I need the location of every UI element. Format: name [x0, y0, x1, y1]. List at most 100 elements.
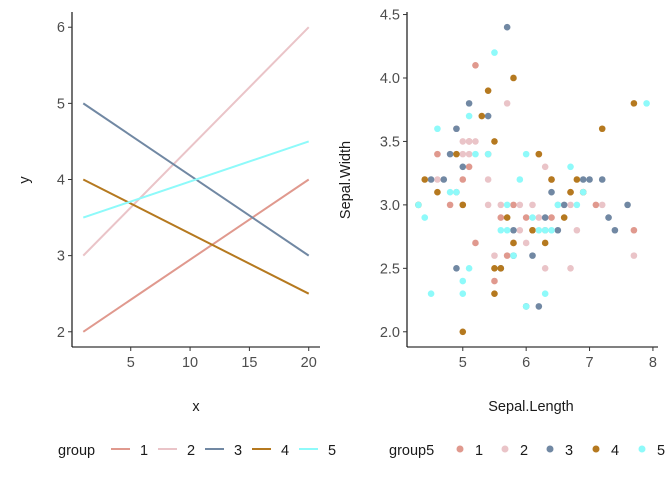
data-point-group-4 [510, 74, 517, 82]
data-point-group-4 [484, 87, 492, 94]
data-point-group-3 [560, 201, 568, 209]
data-point-group-3 [510, 226, 517, 234]
legend-label: 5 [657, 443, 665, 459]
x-tick-label: 20 [301, 355, 317, 371]
data-point-group-3 [598, 176, 606, 183]
data-point-group-1 [522, 214, 530, 221]
legend-title: group5 [389, 443, 434, 459]
legend-title: group [58, 443, 95, 459]
data-point-group-5 [535, 226, 543, 234]
x-tick-label: 8 [649, 355, 657, 371]
series-line-4 [82, 178, 310, 295]
data-point-group-4 [491, 138, 498, 145]
data-point-group-4 [459, 201, 467, 209]
data-point-group-1 [434, 150, 441, 158]
data-point-group-2 [630, 252, 638, 259]
y-tick-label: 2 [57, 325, 65, 341]
data-point-group-5 [472, 150, 479, 158]
legend-key-point [456, 445, 464, 453]
data-point-group-4 [497, 265, 505, 272]
data-point-group-4 [434, 188, 441, 196]
data-point-group-2 [535, 214, 543, 221]
data-point-group-2 [598, 201, 606, 209]
data-point-group-5 [465, 112, 473, 120]
data-point-group-3 [484, 112, 492, 120]
data-point-group-2 [541, 265, 549, 272]
data-point-group-2 [484, 201, 492, 209]
legend-label: 4 [611, 443, 619, 459]
legend-label: 1 [475, 443, 483, 459]
data-point-group-2 [472, 138, 479, 145]
data-point-group-2 [434, 176, 441, 183]
data-point-group-4 [421, 176, 429, 183]
y-axis-label: y [17, 176, 33, 184]
data-point-group-1 [465, 163, 473, 171]
data-point-group-5 [554, 201, 562, 209]
data-point-group-5 [643, 100, 650, 107]
data-point-group-3 [440, 176, 448, 183]
y-tick-label: 2.0 [380, 325, 400, 341]
legend-key-point [638, 445, 646, 453]
data-point-group-1 [503, 252, 511, 259]
y-tick-label: 3.0 [380, 198, 400, 214]
data-point-group-2 [484, 176, 492, 183]
data-point-group-4 [453, 150, 460, 158]
data-point-group-5 [434, 125, 441, 133]
y-tick-label: 4 [57, 173, 65, 189]
legend-label: 4 [281, 443, 289, 459]
data-point-group-2 [516, 201, 524, 209]
x-tick-label: 5 [127, 355, 135, 371]
data-point-group-3 [453, 265, 460, 272]
data-point-group-2 [491, 252, 498, 259]
data-point-group-5 [522, 150, 530, 158]
data-point-group-4 [529, 226, 536, 234]
y-tick-label: 4.5 [380, 8, 400, 24]
y-tick-label: 2.5 [380, 261, 400, 277]
data-point-group-5 [421, 214, 429, 221]
data-point-group-1 [497, 214, 505, 221]
data-point-group-2 [567, 201, 574, 209]
data-point-group-3 [465, 100, 473, 107]
y-axis-label: Sepal.Width [338, 141, 354, 219]
x-tick-label: 10 [182, 355, 198, 371]
data-point-group-3 [427, 176, 435, 183]
data-point-group-3 [586, 176, 593, 183]
data-point-group-5 [491, 49, 498, 56]
data-point-group-5 [446, 188, 454, 196]
data-point-group-5 [522, 303, 530, 310]
data-point-group-2 [465, 150, 473, 158]
data-point-group-3 [529, 252, 536, 259]
data-point-group-5 [497, 226, 505, 234]
data-point-group-5 [529, 214, 536, 221]
series-line-2 [82, 26, 310, 257]
x-tick-label: 5 [459, 355, 467, 371]
legend-label: 5 [328, 443, 336, 459]
y-tick-label: 4.0 [380, 71, 400, 87]
data-point-group-5 [415, 201, 422, 209]
data-point-group-1 [472, 61, 479, 69]
data-point-group-3 [503, 23, 511, 31]
legend-key-point [546, 445, 554, 453]
data-point-group-4 [630, 100, 638, 107]
data-point-group-2 [497, 201, 505, 209]
data-point-group-2 [522, 239, 530, 247]
data-point-group-4 [491, 290, 498, 298]
legend-key-point [501, 445, 509, 453]
data-point-group-4 [491, 265, 498, 272]
data-point-group-3 [611, 226, 619, 234]
data-point-group-3 [453, 125, 460, 133]
data-point-group-5 [503, 226, 511, 234]
series-line-5 [82, 140, 310, 219]
data-point-group-5 [548, 226, 555, 234]
x-tick-label: 7 [586, 355, 594, 371]
data-point-group-1 [472, 239, 479, 247]
data-point-group-3 [605, 214, 612, 221]
data-point-group-2 [567, 265, 574, 272]
data-point-group-4 [541, 239, 549, 247]
data-point-group-3 [624, 201, 631, 209]
y-tick-label: 3 [57, 249, 65, 265]
data-point-group-5 [541, 290, 549, 298]
data-point-group-2 [541, 163, 549, 171]
x-tick-label: 15 [241, 355, 257, 371]
